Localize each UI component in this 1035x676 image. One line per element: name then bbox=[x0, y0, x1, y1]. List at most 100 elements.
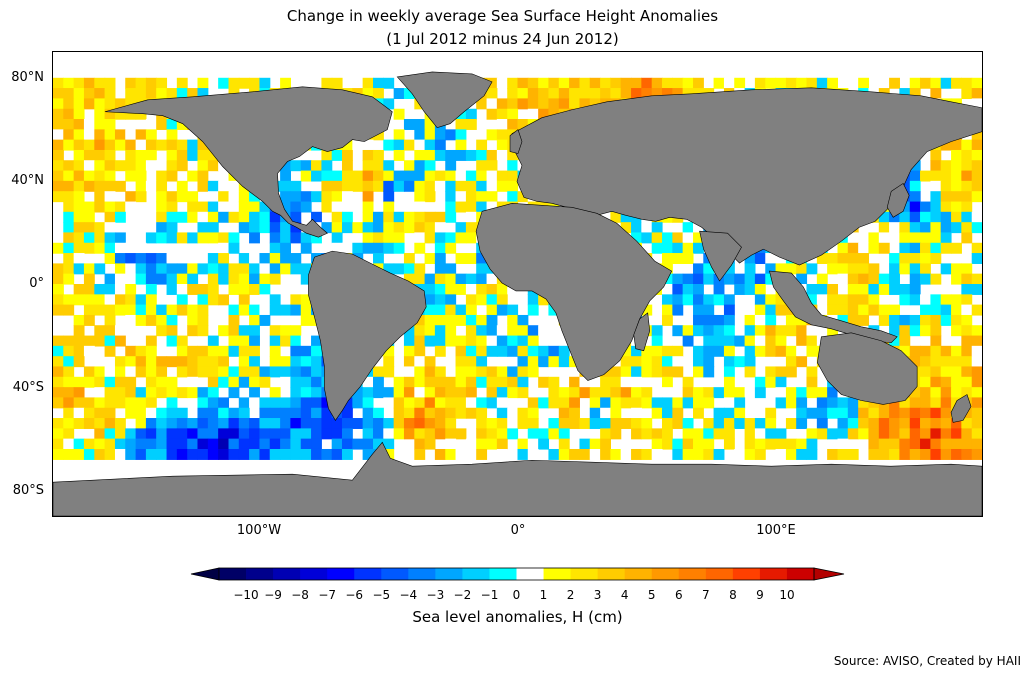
anomaly-cell bbox=[455, 335, 467, 347]
anomaly-cell bbox=[94, 304, 106, 316]
anomaly-cell bbox=[930, 325, 942, 337]
anomaly-cell bbox=[145, 253, 157, 264]
colorbar-segment bbox=[678, 568, 707, 580]
anomaly-cell bbox=[280, 438, 291, 450]
anomaly-cell bbox=[156, 170, 168, 182]
anomaly-cell bbox=[280, 160, 291, 172]
anomaly-cell bbox=[300, 263, 312, 275]
anomaly-cell bbox=[187, 191, 199, 203]
anomaly-cell bbox=[197, 211, 209, 223]
anomaly-cell bbox=[909, 180, 921, 192]
anomaly-cell bbox=[723, 325, 735, 337]
anomaly-cell bbox=[63, 88, 75, 99]
anomaly-cell bbox=[672, 325, 684, 337]
anomaly-cell bbox=[899, 407, 911, 419]
anomaly-cell bbox=[352, 139, 364, 151]
anomaly-cell bbox=[620, 376, 632, 388]
anomaly-cell bbox=[311, 448, 322, 460]
anomaly-cell bbox=[930, 273, 942, 285]
anomaly-cell bbox=[434, 242, 446, 254]
anomaly-cell bbox=[63, 211, 75, 223]
map-subtitle: (1 Jul 2012 minus 24 Jun 2012) bbox=[386, 30, 619, 48]
anomaly-cell bbox=[434, 232, 446, 244]
anomaly-cell bbox=[496, 119, 508, 130]
anomaly-cell bbox=[847, 428, 859, 440]
anomaly-cell bbox=[930, 428, 942, 440]
land-southeast-asia bbox=[769, 270, 898, 344]
anomaly-cell bbox=[104, 418, 116, 429]
anomaly-cell bbox=[930, 397, 942, 409]
anomaly-cell bbox=[744, 448, 756, 460]
anomaly-cell bbox=[651, 356, 663, 368]
anomaly-cell bbox=[249, 448, 260, 460]
anomaly-cell bbox=[930, 356, 942, 368]
anomaly-cell bbox=[517, 191, 529, 203]
anomaly-cell bbox=[971, 77, 982, 89]
anomaly-cell bbox=[424, 304, 436, 316]
anomaly-cell bbox=[63, 180, 75, 192]
anomaly-cell bbox=[806, 345, 818, 357]
anomaly-cell bbox=[280, 407, 291, 419]
anomaly-cell bbox=[940, 180, 952, 192]
anomaly-cell bbox=[125, 438, 137, 450]
anomaly-cell bbox=[434, 376, 446, 388]
anomaly-cell bbox=[228, 438, 240, 450]
anomaly-cell bbox=[837, 418, 849, 429]
anomaly-cell bbox=[569, 448, 580, 460]
anomaly-cell bbox=[114, 211, 126, 223]
colorbar-segment bbox=[759, 568, 788, 580]
anomaly-cell bbox=[961, 366, 973, 378]
anomaly-cell bbox=[53, 119, 64, 130]
anomaly-cell bbox=[187, 314, 199, 326]
anomaly-cell bbox=[445, 170, 457, 182]
anomaly-cell bbox=[476, 345, 488, 357]
anomaly-cell bbox=[476, 263, 488, 275]
anomaly-cell bbox=[414, 448, 426, 460]
anomaly-cell bbox=[858, 428, 870, 440]
anomaly-cell bbox=[445, 407, 457, 419]
anomaly-cell bbox=[754, 448, 766, 460]
anomaly-cell bbox=[290, 211, 302, 223]
anomaly-cell bbox=[631, 387, 642, 399]
anomaly-cell bbox=[362, 397, 374, 409]
anomaly-cell bbox=[971, 356, 982, 368]
anomaly-cell bbox=[961, 418, 973, 429]
anomaly-cell bbox=[300, 304, 312, 316]
anomaly-cell bbox=[104, 201, 116, 213]
anomaly-cell bbox=[548, 397, 560, 409]
anomaly-cell bbox=[94, 418, 106, 429]
anomaly-cell bbox=[187, 170, 199, 182]
anomaly-cell bbox=[362, 418, 374, 429]
anomaly-cell bbox=[290, 438, 302, 450]
anomaly-cell bbox=[940, 160, 952, 172]
anomaly-cell bbox=[445, 149, 457, 161]
anomaly-cell bbox=[197, 88, 209, 99]
anomaly-cell bbox=[837, 407, 849, 419]
anomaly-cell bbox=[228, 284, 240, 295]
colorbar-tick-label: −8 bbox=[291, 588, 309, 602]
anomaly-cell bbox=[548, 428, 560, 440]
anomaly-cell bbox=[393, 428, 405, 440]
anomaly-cell bbox=[218, 201, 230, 213]
anomaly-cell bbox=[114, 284, 126, 295]
anomaly-cell bbox=[940, 366, 952, 378]
anomaly-cell bbox=[290, 428, 302, 440]
anomaly-cell bbox=[600, 438, 611, 450]
anomaly-cell bbox=[94, 242, 106, 254]
anomaly-cell bbox=[414, 160, 426, 172]
anomaly-cell bbox=[476, 273, 488, 285]
anomaly-cell bbox=[383, 397, 395, 409]
anomaly-cell bbox=[341, 191, 353, 203]
anomaly-cell bbox=[971, 253, 982, 264]
anomaly-cell bbox=[641, 366, 653, 378]
colorbar-outline bbox=[218, 567, 815, 581]
anomaly-cell bbox=[176, 273, 188, 285]
anomaly-cell bbox=[300, 160, 312, 172]
anomaly-cell bbox=[455, 314, 467, 326]
anomaly-cell bbox=[207, 366, 219, 378]
anomaly-cell bbox=[889, 418, 900, 429]
anomaly-cell bbox=[207, 253, 219, 264]
anomaly-cell bbox=[341, 448, 353, 460]
anomaly-cell bbox=[600, 428, 611, 440]
anomaly-cell bbox=[104, 129, 116, 141]
